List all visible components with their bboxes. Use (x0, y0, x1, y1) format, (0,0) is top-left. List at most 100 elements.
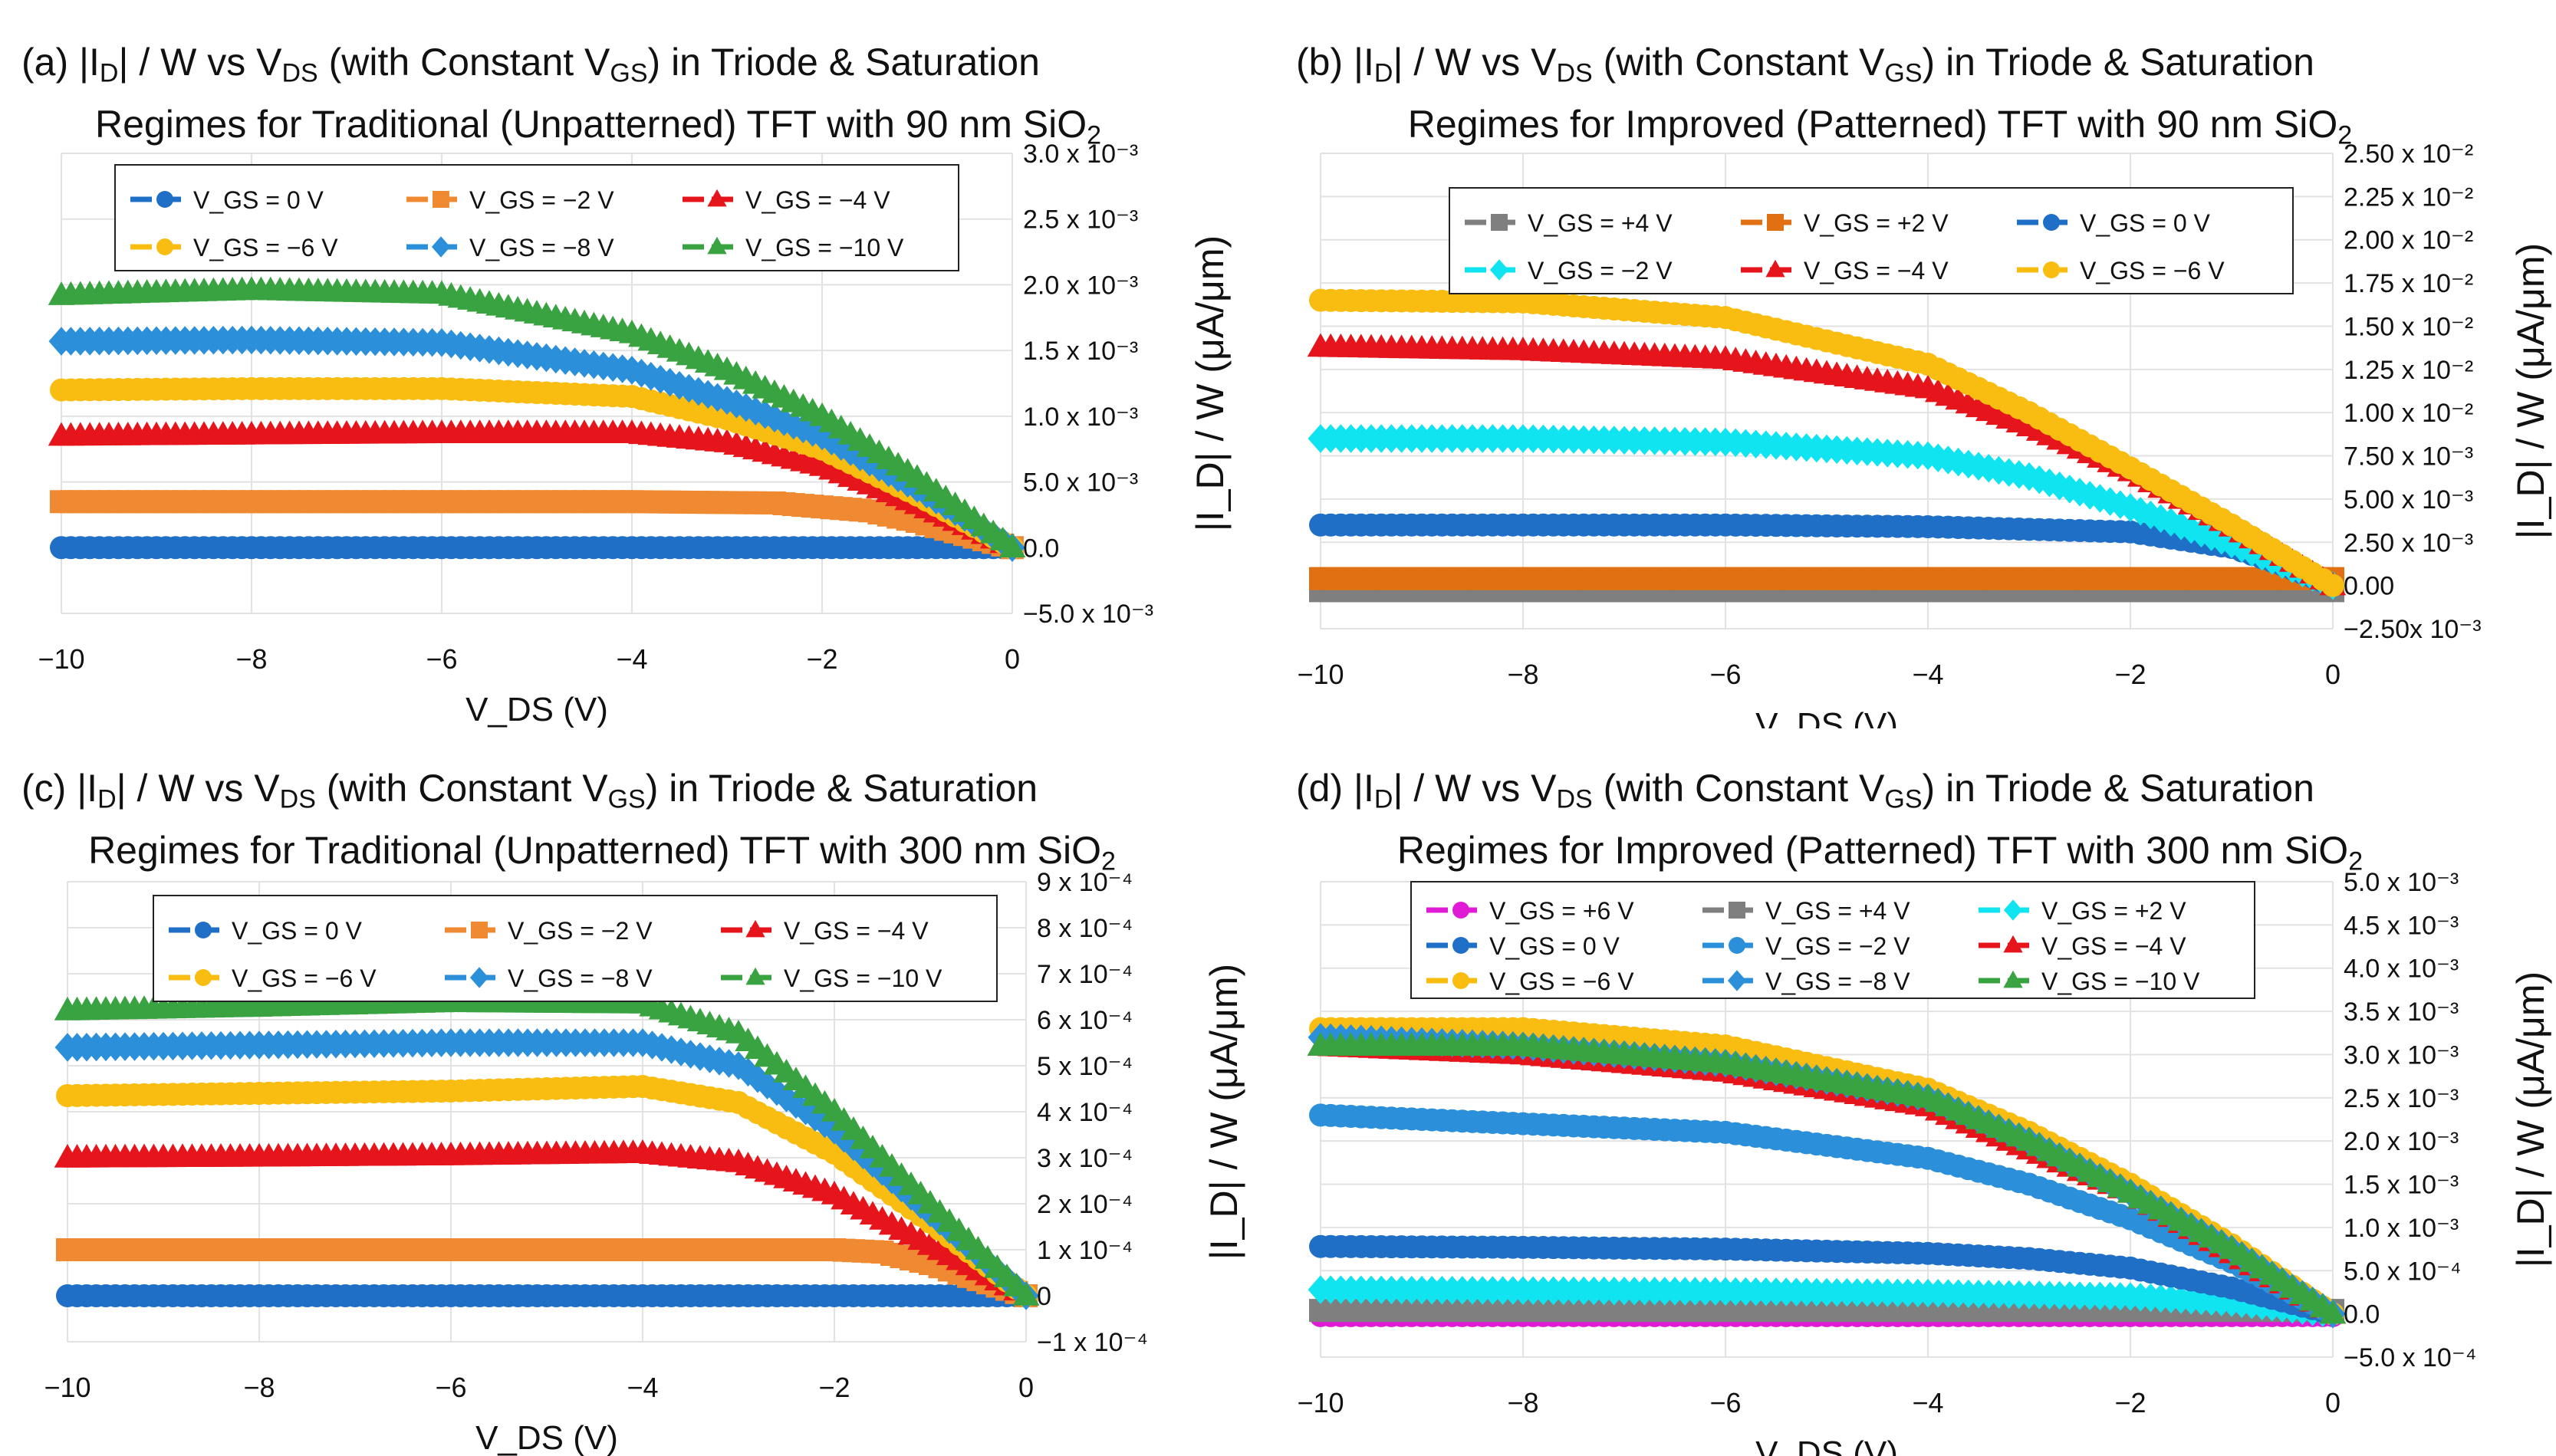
legend-marker (433, 191, 449, 208)
y-axis-label: |I_D| / W (μA/μm) (2509, 243, 2552, 539)
series-group (1307, 1017, 2347, 1329)
y-tick-label: 1.25 x 10⁻² (2344, 356, 2473, 385)
legend-item: V_GS = −4 V (721, 917, 929, 945)
y-tick-label: 5 x 10⁻⁴ (1037, 1052, 1133, 1081)
panel-d: (d) |ID| / W vs VDS (with Constant VGS) … (1273, 728, 2556, 1456)
legend-marker (1765, 259, 1785, 278)
y-tick-label: 1.0 x 10⁻³ (2344, 1214, 2459, 1243)
y-tick-label: 3.5 x 10⁻³ (2344, 998, 2459, 1027)
legend-label: V_GS = +4 V (1765, 897, 1910, 925)
plot-area: −10 −8 −6 −4 −2 0 2.50 x 10⁻² 2.25 x 10⁻² 2.00 x… (1297, 140, 2552, 728)
x-tick-label: −4 (627, 1372, 658, 1403)
legend-label: V_GS = −2 V (469, 186, 614, 214)
legend-label: V_GS = +4 V (1528, 209, 1673, 237)
panel-b: (b) |ID| / W vs VDS (with Constant VGS) … (1273, 0, 2556, 728)
y-tick-label: 2.5 x 10⁻³ (2344, 1084, 2459, 1113)
legend-item: V_GS = −6 V (130, 234, 338, 261)
y-tick-label: −5.0 x 10⁻³ (1023, 600, 1153, 629)
series-2 (1308, 1275, 2346, 1329)
y-tick-label: 0 (1037, 1282, 1051, 1311)
data-point (2321, 574, 2344, 597)
x-tick-labels: −10 −8 −6 −4 −2 0 (44, 1372, 1034, 1403)
series-1 (1309, 567, 2344, 590)
y-tick-label: 0.0 (1023, 534, 1059, 563)
series-5 (48, 276, 1026, 558)
y-tick-label: 1.50 x 10⁻² (2344, 312, 2473, 341)
legend: V_GS = +6 V V_GS = +4 V V_GS = +2 V V_GS = … (1410, 881, 2255, 999)
legend-item: V_GS = −2 V (1702, 932, 1910, 960)
x-tick-label: 0 (1005, 643, 1020, 675)
legend-item: V_GS = −8 V (406, 234, 614, 261)
data-point (745, 1064, 771, 1093)
legend-marker (195, 969, 212, 986)
legend-label: V_GS = −2 V (508, 917, 653, 945)
legend-item: V_GS = +2 V (1741, 209, 1949, 237)
y-axis-label: |I_D| / W (μA/μm) (1202, 964, 1245, 1260)
legend-marker (2003, 970, 2023, 988)
legend-label: V_GS = +2 V (1804, 209, 1949, 237)
legend-item: V_GS = +6 V (1426, 897, 1634, 925)
legend-item: V_GS = −6 V (2017, 257, 2225, 284)
legend: V_GS = 0 V V_GS = −2 V V_GS = −4 V V_GS = −… (153, 895, 998, 1002)
y-tick-label: 2.0 x 10⁻³ (1023, 271, 1138, 300)
y-tick-label: 3 x 10⁻⁴ (1037, 1144, 1133, 1173)
legend-item: V_GS = −10 V (683, 234, 904, 261)
legend-label: V_GS = 0 V (1489, 932, 1620, 960)
legend-label: V_GS = −6 V (2080, 257, 2225, 284)
legend-item: V_GS = −4 V (1741, 257, 1949, 284)
y-tick-label: 6 x 10⁻⁴ (1037, 1006, 1133, 1035)
x-tick-label: −8 (1507, 659, 1538, 690)
series-4 (1307, 333, 2347, 596)
y-tick-label: −2.50x 10⁻³ (2344, 615, 2482, 644)
legend-marker (156, 238, 173, 255)
legend-marker (1767, 214, 1784, 231)
x-tick-label: 0 (2325, 659, 2341, 690)
x-tick-label: −2 (818, 1372, 850, 1403)
y-tick-label: −1 x 10⁻⁴ (1037, 1328, 1148, 1357)
legend-item: V_GS = −4 V (1979, 932, 2186, 960)
legend-marker (469, 967, 489, 988)
legend-label: V_GS = −6 V (1489, 968, 1634, 995)
x-tick-label: −10 (38, 643, 84, 675)
legend-item: V_GS = −2 V (1465, 257, 1673, 284)
x-axis-label: V_DS (V) (465, 691, 608, 728)
y-tick-label: 5.00 x 10⁻³ (2344, 485, 2473, 514)
legend-label: V_GS = 0 V (2080, 209, 2211, 237)
x-tick-label: −6 (435, 1372, 466, 1403)
legend-label: V_GS = −4 V (1804, 257, 1949, 284)
x-axis-label: V_DS (V) (1755, 706, 1898, 728)
y-tick-labels: 5.0 x 10⁻³ 4.5 x 10⁻³ 4.0 x 10⁻³ 3.5 x 10⁻³… (2344, 868, 2476, 1372)
x-tick-label: −10 (1297, 1387, 1344, 1418)
y-tick-labels: 3.0 x 10⁻³ 2.5 x 10⁻³ 2.0 x 10⁻³ 1.5 x 10⁻³… (1023, 140, 1153, 629)
y-axis-label: |I_D| / W (μA/μm) (2509, 971, 2552, 1267)
x-tick-label: −4 (1912, 659, 1943, 690)
y-tick-label: 3.0 x 10⁻³ (1023, 140, 1138, 169)
legend-box (153, 895, 998, 1002)
x-tick-label: −4 (1912, 1387, 1943, 1418)
legend-item: V_GS = 0 V (130, 186, 324, 214)
data-point (2047, 472, 2073, 501)
legend-label: V_GS = −2 V (1765, 932, 1910, 960)
legend-label: V_GS = −8 V (469, 234, 614, 261)
legend: V_GS = 0 V V_GS = −2 V V_GS = −4 V V_GS = −… (114, 164, 959, 271)
legend-box (1449, 187, 2294, 294)
legend-marker (2043, 261, 2060, 278)
y-tick-label: 2.0 x 10⁻³ (2344, 1127, 2459, 1156)
y-tick-label: 7.50 x 10⁻³ (2344, 442, 2473, 472)
x-tick-label: −8 (1507, 1387, 1538, 1418)
plot-area: −10 −8 −6 −4 −2 0 3.0 x 10⁻³ 2.5 x 10⁻³ 2.0 x 10… (38, 140, 1232, 728)
y-tick-label: 9 x 10⁻⁴ (1037, 868, 1133, 897)
x-tick-labels: −10 −8 −6 −4 −2 0 (1297, 1387, 2341, 1418)
legend-item: V_GS = −2 V (406, 186, 614, 214)
legend-label: V_GS = +2 V (2041, 897, 2186, 925)
y-tick-label: 2 x 10⁻⁴ (1037, 1190, 1133, 1219)
x-tick-label: −6 (426, 643, 457, 675)
series-group (54, 988, 1040, 1310)
y-tick-label: 1.5 x 10⁻³ (1023, 337, 1138, 366)
x-axis-label: V_DS (V) (475, 1419, 618, 1456)
panel-title: (c) |ID| / W vs VDS (with Constant VGS) … (21, 767, 1116, 876)
panel-a: (a) |ID| / W vs VDS (with Constant VGS) … (0, 0, 1258, 728)
legend-item: V_GS = −10 V (721, 965, 942, 992)
series-group (48, 276, 1026, 563)
plot-area: −10 −8 −6 −4 −2 0 5.0 x 10⁻³ 4.5 x 10⁻³ 4.0 x 10… (1297, 868, 2552, 1456)
